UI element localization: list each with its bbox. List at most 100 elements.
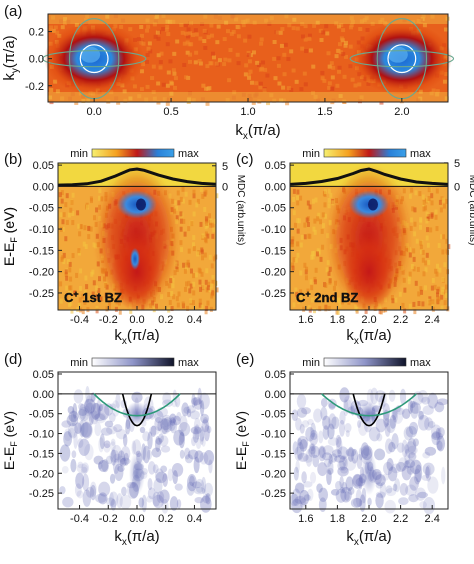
heatmap-cell [111, 400, 120, 417]
heatmap-cell [145, 59, 150, 64]
heatmap-cell [422, 405, 434, 415]
heatmap-cell [167, 292, 171, 298]
heatmap-cell [435, 92, 440, 97]
inner-band-parabola [121, 393, 153, 427]
heatmap-cell [141, 41, 146, 46]
heatmap-cell [294, 287, 298, 293]
heatmap-cell [415, 238, 419, 244]
heatmap-cell [407, 399, 414, 414]
panel-annotation: C+ 2nd BZ [296, 289, 358, 305]
heatmap-cell [181, 301, 185, 307]
heatmap-cell [179, 211, 183, 217]
y-tick-label: -0.20 [29, 468, 54, 480]
heatmap-cell [200, 413, 210, 424]
heatmap-cell [139, 87, 144, 92]
heatmap-cell [388, 441, 396, 453]
intensity-spot-core [387, 46, 408, 63]
heatmap-cell [83, 225, 87, 231]
heatmap-cell [337, 65, 342, 70]
heatmap-cell [273, 76, 278, 81]
heatmap-cell [215, 40, 220, 45]
heatmap-cell [193, 28, 198, 33]
heatmap-cell [62, 212, 66, 218]
heatmap-cell [62, 496, 74, 508]
heatmap-cell [399, 388, 407, 405]
heatmap-cell [277, 81, 282, 86]
heatmap-cell [431, 88, 436, 93]
heatmap-cell [310, 251, 314, 257]
band-intensity [361, 451, 377, 496]
heatmap-cell [441, 197, 445, 203]
heatmap-cell [192, 193, 196, 199]
heatmap-cell [426, 242, 430, 248]
heatmap-cell [323, 458, 332, 468]
heatmap-cell [253, 93, 258, 98]
heatmap-cell [60, 96, 65, 101]
heatmap-cell [201, 436, 206, 447]
heatmap-cell [192, 290, 196, 296]
heatmap-cell [158, 65, 163, 70]
heatmap-cell [78, 403, 84, 411]
heatmap-cell [62, 259, 66, 265]
heatmap-cell [329, 192, 333, 198]
y-tick-label: -0.2 [25, 81, 44, 93]
heatmap-cell [209, 218, 213, 224]
heatmap-cell [441, 249, 445, 255]
panel-label: (e) [236, 351, 254, 368]
heatmap-cell [431, 306, 435, 312]
heatmap-cell [306, 200, 310, 206]
heatmap-cell [348, 25, 353, 30]
heatmap-cell [419, 224, 423, 230]
heatmap-cell [225, 98, 230, 103]
heatmap-cell [272, 98, 277, 103]
heatmap-cell [302, 481, 313, 488]
x-axis-label: kx(π/a) [114, 528, 159, 548]
heatmap-cell [183, 406, 191, 414]
heatmap-cell [246, 73, 251, 78]
heatmap-cell [243, 38, 248, 43]
heatmap-cell [78, 231, 82, 237]
heatmap-cell [81, 421, 93, 439]
heatmap-cell [82, 405, 91, 423]
heatmap-cell [442, 234, 446, 240]
heatmap-cell [435, 263, 439, 269]
heatmap-cell [60, 25, 65, 30]
heatmap-cell [192, 273, 196, 279]
heatmap-cell [251, 100, 256, 105]
heatmap-cell [162, 473, 168, 487]
heatmap-cell [71, 253, 75, 259]
heatmap-cell [174, 483, 183, 491]
heatmap-cell [77, 223, 81, 229]
heatmap-cell [436, 288, 440, 294]
heatmap-cell [339, 410, 346, 425]
heatmap-cell [296, 252, 300, 258]
heatmap-cell [213, 14, 218, 19]
heatmap-cell [72, 403, 78, 419]
heatmap-cell [77, 419, 89, 437]
heatmap-cell [201, 193, 205, 199]
heatmap-cell [411, 206, 415, 212]
heatmap-cell [350, 19, 355, 24]
heatmap-cell [425, 235, 429, 241]
heatmap-cell [291, 498, 303, 514]
heatmap-cell [313, 408, 323, 423]
heatmap-cell [324, 213, 328, 219]
heatmap-cell [292, 188, 296, 194]
heatmap-cell [74, 483, 82, 497]
heatmap-cell [291, 26, 296, 31]
heatmap-cell [161, 414, 172, 427]
heatmap-cell [175, 39, 180, 44]
colorbar [91, 357, 175, 367]
heatmap-cell [214, 61, 219, 66]
heatmap-cell [379, 481, 387, 499]
heatmap-cell [296, 441, 305, 460]
heatmap-cell [177, 291, 181, 297]
x-tick-label: 1.8 [330, 513, 345, 525]
heatmap-cell [409, 476, 419, 491]
heatmap-cell [408, 252, 412, 258]
heatmap-cell [190, 426, 202, 435]
heatmap-cell [49, 88, 54, 93]
heatmap-cell [327, 203, 331, 209]
heatmap-cell [75, 472, 85, 489]
x-tick-label: 1.5 [317, 106, 332, 118]
